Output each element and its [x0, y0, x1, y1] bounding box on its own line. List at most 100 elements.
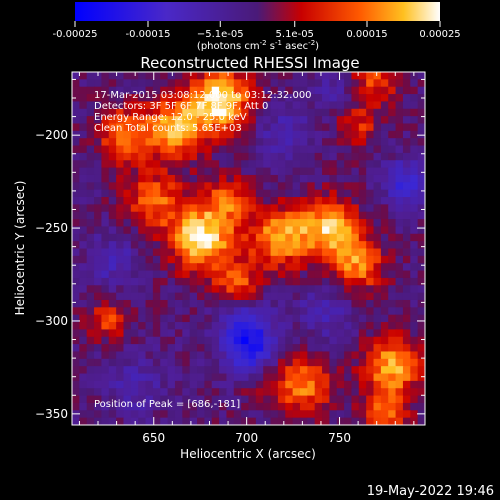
heatmap-cell [402, 410, 411, 419]
heatmap-cell [226, 255, 235, 264]
heatmap-cell [86, 314, 95, 323]
heatmap-cell [79, 329, 88, 338]
heatmap-cell [248, 380, 257, 389]
heatmap-cell [344, 388, 353, 397]
heatmap-cell [123, 277, 132, 286]
heatmap-cell [233, 402, 242, 411]
heatmap-cell [344, 189, 353, 198]
heatmap-cell [160, 366, 169, 375]
heatmap-cell [211, 248, 220, 257]
heatmap-cell [395, 138, 404, 147]
heatmap-cell [277, 248, 286, 257]
heatmap-cell [329, 388, 338, 397]
heatmap-cell [329, 204, 338, 213]
heatmap-cell [299, 270, 308, 279]
heatmap-cell [241, 152, 250, 161]
heatmap-cell [86, 204, 95, 213]
heatmap-cell [197, 351, 205, 360]
heatmap-cell [299, 380, 308, 389]
heatmap-cell [351, 366, 360, 375]
heatmap-cell [285, 248, 294, 257]
heatmap-cell [417, 307, 425, 316]
heatmap-cell [174, 94, 183, 103]
heatmap-cell [314, 204, 323, 213]
heatmap-cell [116, 358, 125, 367]
heatmap-cell [182, 197, 191, 205]
heatmap-cell [366, 366, 375, 375]
heatmap-cell [94, 329, 103, 338]
heatmap-cell [241, 417, 250, 425]
heatmap-cell [160, 211, 169, 220]
heatmap-cell [329, 108, 338, 117]
heatmap-cell [336, 152, 345, 161]
heatmap-cell [307, 130, 316, 139]
heatmap-cell [373, 351, 382, 360]
heatmap-cell [116, 270, 125, 279]
heatmap-cell [197, 402, 205, 411]
heatmap-cell [189, 108, 198, 117]
heatmap-cell [329, 329, 338, 338]
heatmap-cell [204, 388, 213, 397]
heatmap-cell [263, 116, 272, 125]
heatmap-cell [167, 358, 176, 367]
heatmap-cell [79, 380, 88, 389]
heatmap-cell [241, 344, 250, 353]
heatmap-cell [167, 233, 176, 242]
heatmap-cell [116, 380, 125, 389]
heatmap-cell [329, 174, 338, 183]
heatmap-cell [366, 167, 375, 176]
heatmap-cell [152, 277, 161, 286]
axis-ticks [72, 72, 425, 425]
heatmap-cell [277, 336, 286, 345]
heatmap-cell [322, 233, 330, 242]
heatmap-cell [79, 270, 88, 279]
heatmap-cell [189, 72, 198, 80]
heatmap-cell [322, 322, 330, 330]
heatmap-cell [336, 270, 345, 279]
heatmap-cell [123, 255, 132, 264]
heatmap-cell [248, 108, 257, 117]
heatmap-cell [182, 395, 191, 404]
heatmap-cell [101, 86, 110, 95]
heatmap-cell [123, 219, 132, 228]
heatmap-cell [86, 101, 95, 110]
heatmap-cell [329, 101, 338, 110]
heatmap-cell [108, 307, 117, 316]
heatmap-cell [285, 233, 294, 242]
heatmap-cell [285, 255, 294, 264]
heatmap-cell [72, 388, 80, 397]
heatmap-cell [152, 160, 161, 169]
heatmap-cell [211, 322, 220, 330]
heatmap-cell [241, 322, 250, 330]
heatmap-cell [130, 160, 139, 169]
heatmap-cell [402, 314, 411, 323]
heatmap-cell [255, 322, 264, 330]
heatmap-cell [255, 94, 264, 103]
heatmap-cell [322, 402, 330, 411]
heatmap-cell [160, 395, 169, 404]
heatmap-cell [285, 285, 294, 294]
heatmap-cell [344, 123, 353, 132]
heatmap-cell [314, 145, 323, 154]
heatmap-cell [380, 351, 389, 360]
heatmap-cell [145, 241, 154, 250]
heatmap-cell [402, 299, 411, 308]
heatmap-cell [263, 86, 272, 95]
heatmap-cell [241, 123, 250, 132]
heatmap-cell [329, 263, 338, 272]
heatmap-cell [336, 344, 345, 353]
heatmap-cell [351, 94, 360, 103]
heatmap-cell [86, 351, 95, 360]
heatmap-cell [344, 204, 353, 213]
heatmap-cell [322, 410, 330, 419]
heatmap-cell [145, 189, 154, 198]
heatmap-cell [373, 152, 382, 161]
heatmap-cell [72, 219, 80, 228]
heatmap-cell [395, 86, 404, 95]
heatmap-cell [299, 211, 308, 220]
heatmap-cell [79, 366, 88, 375]
heatmap-cell [388, 410, 397, 419]
heatmap-cell [292, 299, 301, 308]
heatmap-cell [263, 307, 272, 316]
heatmap-cell [248, 79, 257, 88]
